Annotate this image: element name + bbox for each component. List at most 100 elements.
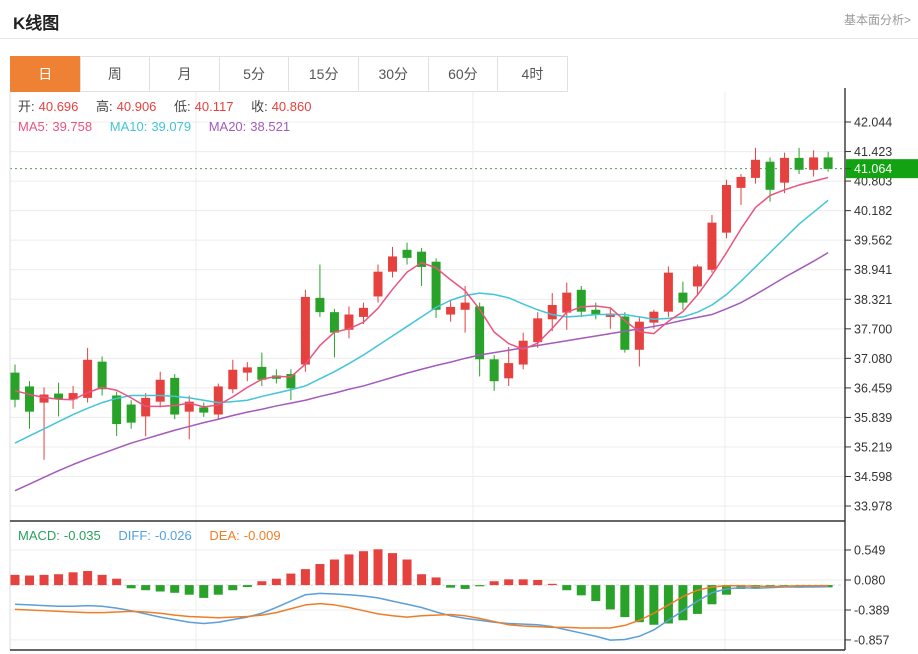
candle-body — [54, 393, 64, 400]
tab-period-2[interactable]: 月 — [149, 56, 220, 92]
price-tick-label: 38.941 — [854, 263, 892, 277]
macd-bar — [431, 577, 441, 586]
candle-body — [329, 312, 339, 333]
macd-bar — [170, 585, 180, 593]
ma10-label: MA10: — [109, 119, 148, 134]
candle-body — [358, 307, 368, 317]
tab-period-5[interactable]: 30分 — [357, 56, 429, 92]
candle-body — [39, 394, 49, 403]
macd-bar — [329, 559, 339, 586]
candle-body — [286, 374, 296, 389]
candle-body — [620, 316, 630, 350]
diff-value: -0.026 — [154, 528, 192, 543]
macd-bar — [315, 563, 325, 586]
macd-bar — [141, 585, 151, 591]
macd-bar — [199, 585, 209, 598]
macd-bar — [678, 585, 688, 621]
candle-body — [213, 386, 223, 415]
page-header: K线图 基本面分析> — [0, 0, 918, 39]
macd-bar — [358, 551, 368, 586]
price-tick-label: 34.598 — [854, 470, 892, 484]
candle-body — [765, 161, 775, 190]
candle-body — [707, 222, 717, 270]
fundamental-analysis-link[interactable]: 基本面分析> — [843, 13, 911, 27]
candle-body — [417, 251, 427, 267]
candle-body — [533, 318, 543, 343]
open-label: 开: — [18, 99, 35, 114]
candle-body — [184, 401, 194, 412]
macd-bar — [562, 585, 572, 591]
price-tick-label: 37.080 — [854, 352, 892, 366]
ohlc-info-row: 开: 40.696 高: 40.906 低: 40.117 收: 40.860 — [18, 96, 315, 115]
price-tick-label: 35.219 — [854, 440, 892, 454]
candle-body — [547, 305, 557, 320]
macd-bar — [460, 585, 470, 589]
macd-bar — [344, 554, 354, 586]
ma10-line — [14, 199, 829, 444]
candle-body — [475, 306, 485, 360]
tab-period-7[interactable]: 4时 — [497, 56, 568, 92]
tab-period-4[interactable]: 15分 — [288, 56, 359, 92]
close-value: 40.860 — [271, 99, 312, 114]
macd-bar — [620, 585, 630, 618]
price-tick-label: 37.700 — [854, 322, 892, 336]
candle-body — [83, 359, 93, 398]
candle-body — [576, 289, 586, 312]
macd-bar — [54, 574, 64, 586]
dea-line — [14, 584, 829, 629]
low-label: 低: — [174, 99, 191, 114]
macd-bar — [155, 585, 165, 592]
candle-body — [97, 361, 107, 390]
high-label: 高: — [96, 99, 113, 114]
tab-period-3[interactable]: 5分 — [218, 56, 290, 92]
macd-bar — [518, 579, 528, 586]
candle-body — [315, 297, 325, 313]
period-tabbar: 日周月 5分 15分 30分 60分 4时 — [10, 56, 568, 92]
macd-bar — [605, 585, 615, 610]
macd-bar — [475, 585, 485, 587]
candle-body — [112, 395, 122, 425]
price-tick-label: 41.423 — [854, 145, 892, 159]
macd-tick-label: -0.389 — [854, 603, 889, 617]
ma20-value: 38.521 — [250, 119, 291, 134]
dea-value: -0.009 — [243, 528, 281, 543]
macd-bar — [576, 585, 586, 596]
candle-body — [780, 157, 790, 183]
macd-bar — [721, 585, 731, 595]
macd-bar — [446, 585, 456, 588]
macd-bar — [213, 585, 223, 595]
macd-tick-label: 0.549 — [854, 543, 885, 557]
macd-bar — [271, 578, 281, 586]
candle-body — [10, 372, 20, 400]
tab-period-0[interactable]: 日 — [10, 56, 81, 92]
candle-body — [388, 256, 398, 272]
macd-bar — [126, 585, 136, 589]
candle-body — [489, 359, 499, 382]
price-tick-label: 39.562 — [854, 234, 892, 248]
candle-body — [823, 157, 833, 169]
macd-bar — [591, 585, 601, 602]
macd-tick-label: -0.857 — [854, 633, 889, 647]
candle-body — [634, 321, 644, 350]
tab-period-6[interactable]: 60分 — [427, 56, 499, 92]
macd-bar — [417, 574, 427, 586]
macd-bar — [533, 579, 543, 586]
macd-bar — [25, 575, 35, 586]
price-tick-label: 38.321 — [854, 293, 892, 307]
price-tick-label: 42.044 — [854, 116, 892, 130]
tab-period-1[interactable]: 周 — [79, 56, 151, 92]
candle-body — [692, 266, 702, 287]
ma-info-row: MA5: 39.758 MA10: 39.079 MA20: 38.521 — [18, 119, 294, 134]
candle-body — [228, 369, 238, 390]
price-tick-label: 36.459 — [854, 381, 892, 395]
macd-value: -0.035 — [63, 528, 101, 543]
high-value: 40.906 — [116, 99, 157, 114]
macd-bar — [547, 583, 557, 586]
candle-body — [504, 363, 514, 379]
ma20-line — [14, 251, 829, 492]
candle-body — [649, 311, 659, 323]
candle-body — [591, 309, 601, 315]
candle-body — [68, 393, 78, 400]
ma5-label: MA5: — [18, 119, 49, 134]
